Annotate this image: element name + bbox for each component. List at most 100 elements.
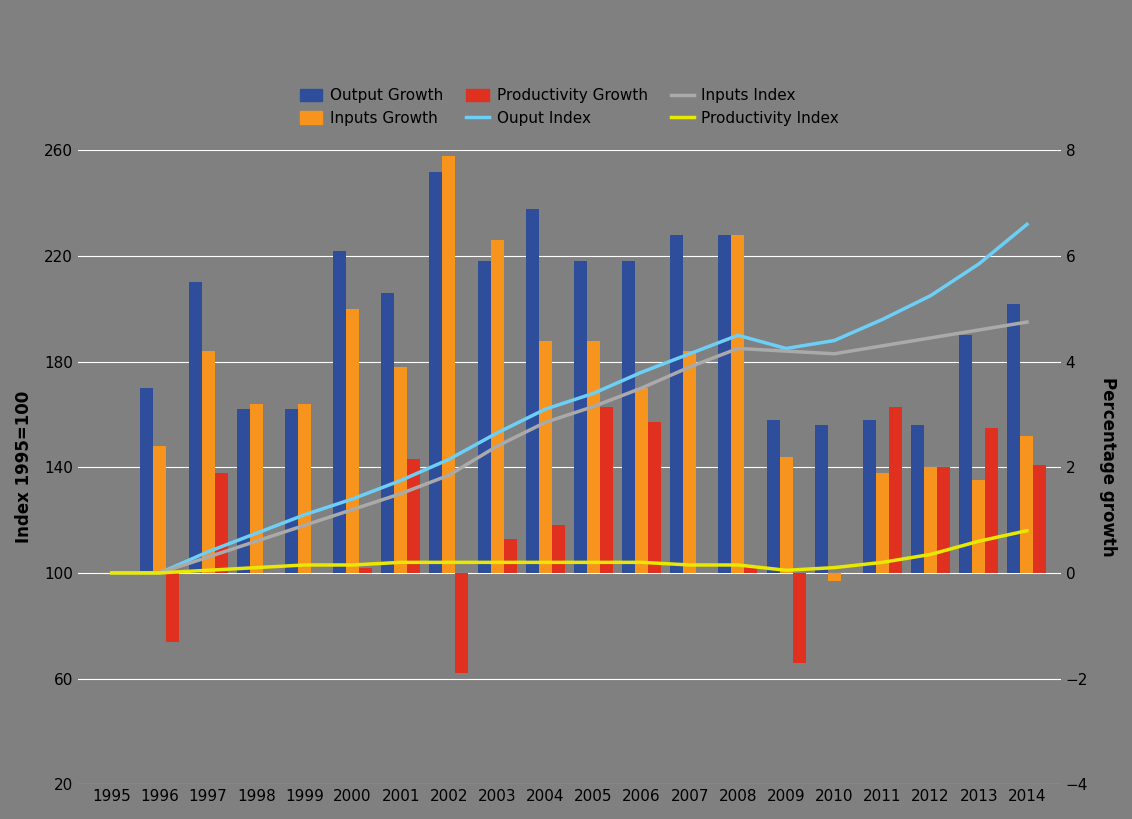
Ouput Index bbox=[298, 510, 311, 520]
Y-axis label: Percentage growth: Percentage growth bbox=[1099, 378, 1117, 557]
Bar bbox=[285, 410, 298, 573]
Ouput Index bbox=[443, 455, 456, 464]
Bar bbox=[298, 404, 311, 573]
Productivity Index bbox=[153, 568, 166, 578]
Productivity Index bbox=[394, 558, 408, 568]
Ouput Index bbox=[827, 336, 841, 346]
Bar bbox=[189, 283, 201, 573]
Bar bbox=[394, 367, 408, 573]
Productivity Index bbox=[876, 558, 890, 568]
Line: Inputs Index: Inputs Index bbox=[112, 322, 1027, 573]
Ouput Index bbox=[731, 330, 745, 340]
Bar bbox=[525, 209, 539, 573]
Bar bbox=[985, 428, 998, 573]
Bar bbox=[719, 235, 731, 573]
Productivity Index bbox=[249, 563, 263, 572]
Ouput Index bbox=[345, 494, 359, 504]
Bar bbox=[408, 459, 420, 573]
Inputs Index bbox=[443, 470, 456, 480]
Inputs Index bbox=[153, 568, 166, 578]
Ouput Index bbox=[105, 568, 119, 578]
Inputs Index bbox=[586, 401, 600, 411]
Ouput Index bbox=[683, 349, 696, 359]
Bar bbox=[250, 404, 263, 573]
Ouput Index bbox=[394, 476, 408, 486]
Inputs Index bbox=[345, 505, 359, 514]
Ouput Index bbox=[1020, 219, 1034, 229]
Bar bbox=[889, 406, 902, 573]
Bar bbox=[827, 573, 841, 581]
Bar bbox=[1020, 436, 1034, 573]
Ouput Index bbox=[876, 314, 890, 324]
Bar bbox=[623, 261, 635, 573]
Inputs Index bbox=[201, 552, 215, 562]
Bar bbox=[551, 525, 565, 573]
Bar bbox=[745, 565, 757, 573]
Productivity Index bbox=[490, 558, 504, 568]
Bar bbox=[586, 341, 600, 573]
Bar bbox=[876, 473, 889, 573]
Ouput Index bbox=[586, 388, 600, 398]
Productivity Index bbox=[539, 558, 552, 568]
Inputs Index bbox=[539, 418, 552, 428]
Legend: Output Growth, Inputs Growth, Productivity Growth, Ouput Index, Inputs Index, Pr: Output Growth, Inputs Growth, Productivi… bbox=[300, 88, 839, 126]
Productivity Index bbox=[683, 560, 696, 570]
Bar bbox=[635, 388, 649, 573]
Ouput Index bbox=[635, 367, 649, 377]
Ouput Index bbox=[201, 547, 215, 557]
Inputs Index bbox=[1020, 317, 1034, 327]
Bar bbox=[574, 261, 586, 573]
Bar bbox=[670, 235, 684, 573]
Productivity Index bbox=[443, 558, 456, 568]
Bar bbox=[166, 573, 179, 641]
Bar bbox=[649, 423, 661, 573]
Bar bbox=[359, 568, 372, 573]
Bar bbox=[815, 425, 827, 573]
Bar bbox=[490, 240, 504, 573]
Inputs Index bbox=[298, 520, 311, 530]
Bar bbox=[731, 235, 745, 573]
Inputs Index bbox=[924, 333, 937, 343]
Bar bbox=[924, 468, 937, 573]
Inputs Index bbox=[105, 568, 119, 578]
Bar bbox=[504, 539, 516, 573]
Ouput Index bbox=[153, 568, 166, 578]
Inputs Index bbox=[683, 362, 696, 372]
Bar bbox=[937, 468, 950, 573]
Bar bbox=[346, 309, 359, 573]
Bar bbox=[381, 293, 394, 573]
Bar bbox=[201, 351, 215, 573]
Ouput Index bbox=[972, 259, 986, 269]
Inputs Index bbox=[394, 489, 408, 499]
Inputs Index bbox=[731, 343, 745, 353]
Bar bbox=[972, 481, 985, 573]
Productivity Index bbox=[105, 568, 119, 578]
Bar bbox=[429, 171, 443, 573]
Bar bbox=[539, 341, 551, 573]
Bar bbox=[684, 351, 696, 573]
Productivity Index bbox=[201, 565, 215, 575]
Ouput Index bbox=[249, 528, 263, 538]
Productivity Index bbox=[779, 565, 792, 575]
Bar bbox=[333, 251, 346, 573]
Ouput Index bbox=[924, 291, 937, 301]
Productivity Index bbox=[345, 560, 359, 570]
Bar bbox=[600, 406, 612, 573]
Bar bbox=[1034, 464, 1046, 573]
Inputs Index bbox=[249, 536, 263, 546]
Y-axis label: Index 1995=100: Index 1995=100 bbox=[15, 391, 33, 544]
Bar bbox=[863, 420, 876, 573]
Ouput Index bbox=[779, 343, 792, 353]
Inputs Index bbox=[827, 349, 841, 359]
Bar bbox=[153, 446, 166, 573]
Bar bbox=[1007, 304, 1020, 573]
Bar bbox=[237, 410, 250, 573]
Inputs Index bbox=[876, 341, 890, 351]
Productivity Index bbox=[731, 560, 745, 570]
Productivity Index bbox=[1020, 526, 1034, 536]
Productivity Index bbox=[298, 560, 311, 570]
Inputs Index bbox=[972, 325, 986, 335]
Productivity Index bbox=[924, 550, 937, 559]
Bar bbox=[959, 335, 972, 573]
Productivity Index bbox=[972, 536, 986, 546]
